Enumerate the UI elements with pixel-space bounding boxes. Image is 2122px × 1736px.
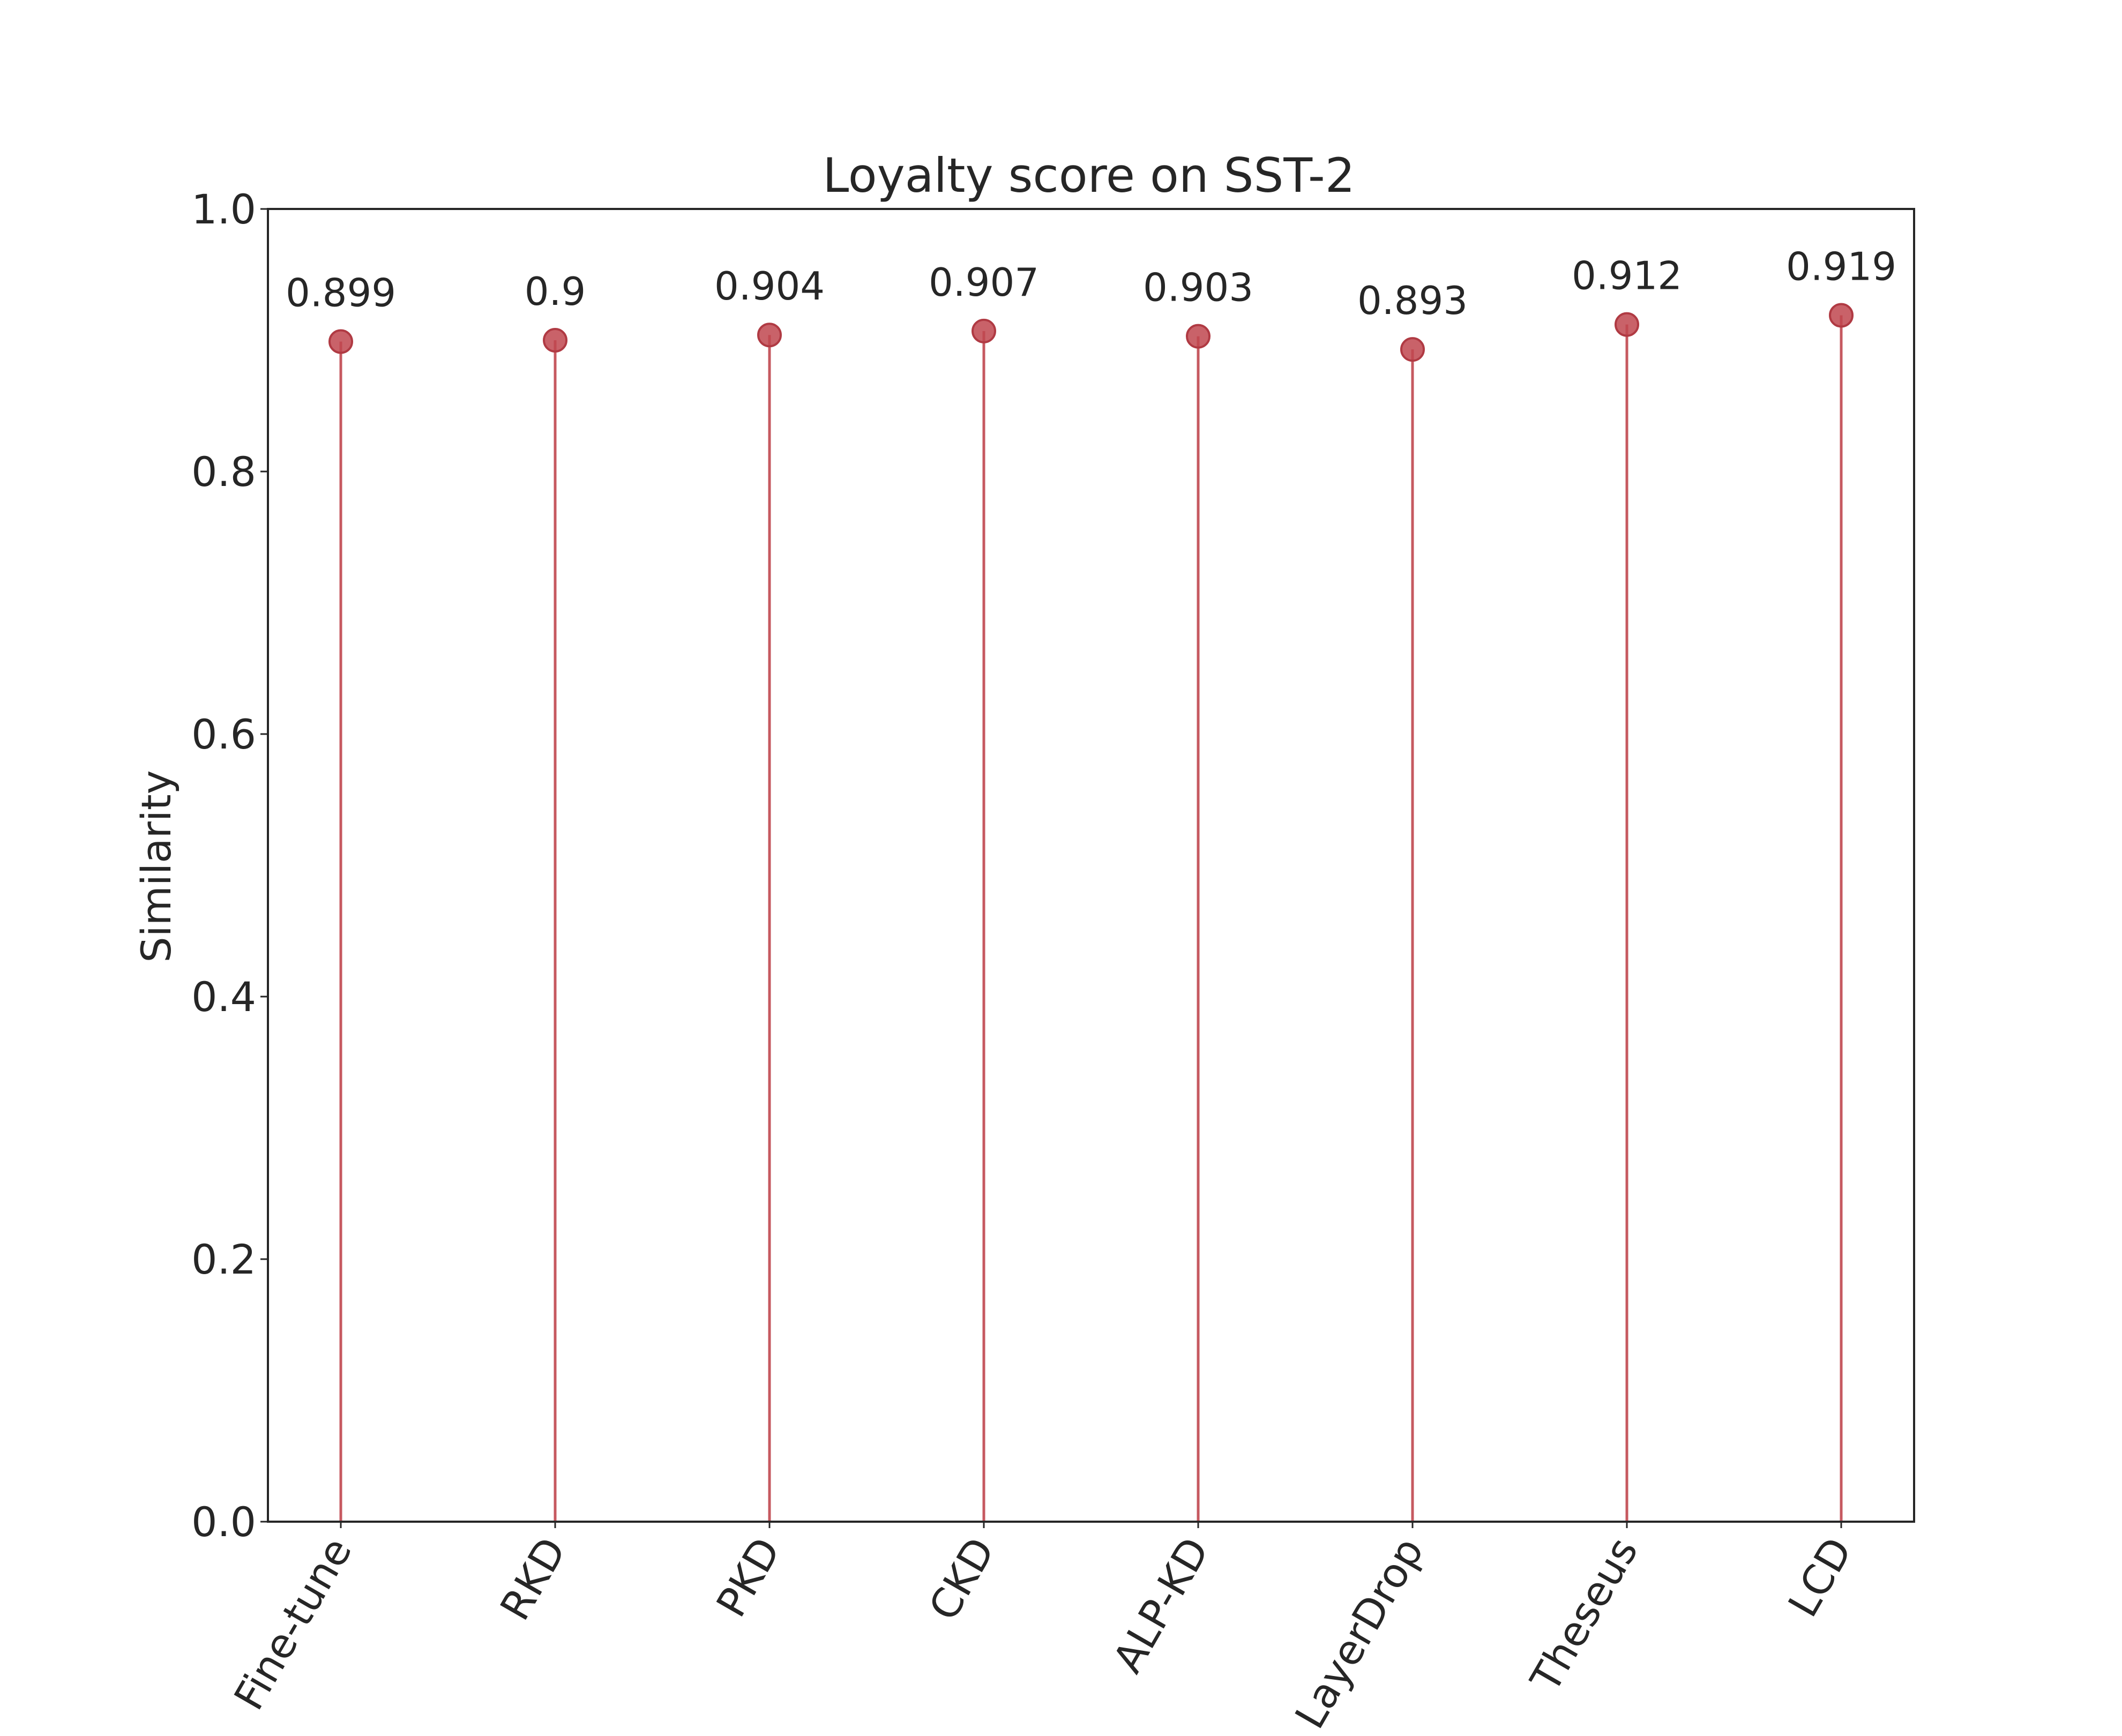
y-tick-label: 1.0	[191, 185, 256, 233]
data-point	[1829, 303, 1854, 328]
data-label: 0.903	[1143, 265, 1253, 310]
x-tick-label: RKD	[491, 1530, 576, 1628]
data-point	[972, 318, 996, 343]
data-point	[1186, 324, 1211, 349]
data-label: 0.893	[1357, 278, 1468, 323]
data-point	[1615, 312, 1639, 337]
x-tick-label: LCD	[1779, 1530, 1862, 1625]
data-label: 0.919	[1786, 244, 1896, 289]
data-label: 0.9	[525, 269, 586, 314]
y-tick-label: 0.4	[191, 973, 256, 1021]
data-label: 0.899	[286, 270, 396, 315]
plot-frame	[267, 208, 1915, 1523]
y-tick-label: 0.2	[191, 1236, 256, 1283]
data-point	[543, 328, 567, 353]
data-point	[1400, 337, 1425, 362]
data-label: 0.904	[714, 264, 825, 309]
chart-title: Loyalty score on SST-2	[823, 148, 1355, 203]
x-tick-label: Theseus	[1521, 1530, 1647, 1701]
data-point	[328, 329, 353, 354]
x-tick-label: Fine-tune	[225, 1530, 361, 1718]
x-tick-label: CKD	[920, 1530, 1004, 1628]
data-label: 0.907	[929, 260, 1039, 305]
x-tick-label: LayerDrop	[1286, 1530, 1432, 1736]
y-tick-label: 0.0	[191, 1498, 256, 1546]
x-tick-label: ALP-KD	[1103, 1530, 1218, 1681]
y-tick-label: 0.8	[191, 448, 256, 496]
y-tick-label: 0.6	[191, 710, 256, 758]
value-labels: 0.899 0.9 0.904 0.907 0.903 0.893 0.912 0.919	[286, 244, 1896, 323]
x-axis-ticks: Fine-tune RKD PKD CKD ALP-KD LayerDrop Theseus…	[225, 1522, 1862, 1736]
data-point	[757, 323, 782, 348]
y-axis-label: Similarity	[132, 770, 180, 962]
y-axis-ticks: 0.0 0.2 0.4 0.6 0.8 1.0	[191, 185, 268, 1546]
stems	[339, 315, 1843, 1522]
data-label: 0.912	[1572, 253, 1682, 298]
x-tick-label: PKD	[707, 1530, 789, 1625]
data-points	[328, 303, 1854, 362]
